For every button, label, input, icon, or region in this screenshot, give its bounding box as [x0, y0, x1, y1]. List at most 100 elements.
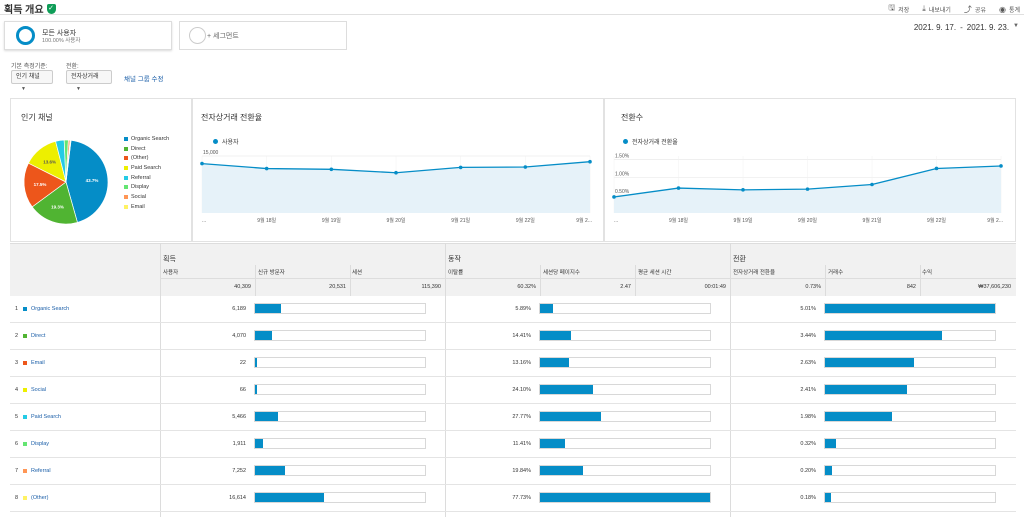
data-point[interactable] — [805, 187, 810, 191]
channel-link[interactable]: Display — [31, 441, 50, 447]
col-pages-per-session[interactable]: 세션당 페이지수 — [543, 270, 580, 276]
col-revenue[interactable]: 수익 — [922, 270, 933, 276]
share-button[interactable]: ⤴ 공유 — [964, 4, 986, 15]
top-channels-legend: Organic Search Direct (Other) Paid Search Re… — [124, 134, 169, 212]
date-range-picker[interactable]: 2021. 9. 17. - 2021. 9. 23. ▼ — [914, 23, 1019, 32]
channel-link[interactable]: Organic Search — [31, 306, 70, 312]
col-bounce-rate[interactable]: 이탈률 — [448, 270, 464, 276]
bar-fill — [255, 385, 257, 394]
col-avg-session-duration[interactable]: 평균 세션 시간 — [638, 270, 672, 276]
data-point[interactable] — [200, 161, 204, 166]
col-divider — [255, 265, 256, 296]
table-row: 8 (Other) 16,614 77.73% 0.18% — [10, 485, 1016, 512]
legend-item[interactable]: Paid Search — [124, 163, 169, 173]
segment-all-users[interactable]: 모든 사용자 100.00% 사용자 — [4, 21, 172, 50]
total-avg-duration: 00:01:49 — [704, 284, 726, 290]
channel-link[interactable]: (Other) — [31, 495, 49, 501]
table-row: 6 Display 1,911 11.41% 0.32% — [10, 431, 1016, 458]
cell-users: 66 — [239, 387, 246, 393]
row-divider — [10, 349, 1016, 350]
users-series-name: 사용자 — [222, 140, 239, 146]
pie-slice-organicsearch[interactable] — [65, 139, 109, 223]
data-point[interactable] — [329, 167, 334, 172]
data-point[interactable] — [870, 182, 874, 187]
add-segment-button[interactable]: + 세그먼트 — [179, 21, 347, 50]
pie-slice-email[interactable] — [65, 139, 72, 183]
legend-swatch — [124, 146, 128, 151]
table-row: 4 Social 66 24.10% 2.41% — [10, 377, 1016, 404]
pie-slice-other[interactable] — [23, 162, 67, 208]
legend-swatch — [124, 185, 128, 190]
bar-fill — [540, 493, 710, 502]
cell-ecr: 0.32% — [800, 441, 816, 447]
cell-users: 6,189 — [232, 306, 246, 312]
data-point[interactable] — [612, 195, 616, 199]
x-tick-label: 9월 22일 — [516, 217, 535, 224]
table-row: 3 Email 22 13.16% 2.63% — [10, 350, 1016, 377]
legend-item[interactable]: Email — [124, 202, 169, 212]
legend-label: Organic Search — [131, 135, 170, 142]
export-button[interactable]: ⤓ 내보내기 — [922, 4, 951, 14]
edit-channel-group-link[interactable]: 채널 그룹 수정 — [124, 76, 164, 83]
cell-ecr: 2.63% — [800, 360, 816, 366]
row-number: 1 — [15, 306, 19, 312]
col-divider — [825, 265, 826, 296]
row-divider — [10, 376, 1016, 377]
total-new-users: 20,531 — [329, 284, 346, 290]
bar-fill — [255, 412, 278, 421]
row-number: 4 — [15, 387, 19, 393]
data-point[interactable] — [523, 165, 528, 169]
total-users: 40,309 — [234, 284, 251, 290]
ecr-series-name: 전자상거래 전환율 — [632, 140, 678, 146]
bar-fill — [825, 439, 836, 448]
data-point[interactable] — [676, 186, 681, 190]
y-tick-label: 0.50% — [615, 189, 630, 195]
bar-track — [824, 303, 996, 314]
col-new-users[interactable]: 신규 방문자 — [258, 270, 285, 276]
legend-item[interactable]: Organic Search — [124, 134, 169, 144]
save-button[interactable]: 🖫 저장 — [888, 2, 909, 16]
channel-swatch — [23, 415, 27, 419]
pie-slice-direct[interactable] — [31, 181, 78, 225]
users-series-legend: 사용자 — [213, 137, 239, 146]
legend-swatch — [124, 175, 128, 180]
legend-item[interactable]: Referral — [124, 173, 169, 183]
bar-track — [254, 465, 426, 476]
bar-track — [254, 411, 426, 422]
legend-item[interactable]: Social — [124, 192, 169, 202]
insights-button[interactable]: ◉ 통계 — [999, 5, 1020, 14]
data-point[interactable] — [741, 188, 745, 192]
series-dot-icon — [213, 139, 218, 144]
data-point[interactable] — [999, 164, 1003, 168]
total-revenue: ₩37,606,230 — [978, 284, 1011, 290]
cell-ecr: 0.20% — [800, 468, 816, 474]
channel-link[interactable]: Direct — [31, 333, 46, 339]
legend-item[interactable]: (Other) — [124, 153, 169, 163]
ecommerce-rate-title: 전자상거래 전환율 — [201, 113, 263, 122]
x-tick-label: 9월 21일 — [451, 217, 470, 224]
conversion-select[interactable]: 전자상거래 ▼ — [66, 70, 112, 92]
channel-link[interactable]: Email — [31, 360, 45, 366]
top-channels-panel: 인기 채널 43.7% 19.3% 17.5% 13.6% Organic Searc… — [10, 98, 192, 242]
bar-fill — [540, 304, 553, 313]
bar-track — [539, 330, 711, 341]
data-point[interactable] — [394, 170, 398, 175]
data-point[interactable] — [458, 165, 463, 170]
legend-label: Email — [131, 203, 145, 210]
col-ecommerce-rate[interactable]: 전자상거래 전환율 — [733, 270, 776, 276]
data-point[interactable] — [588, 159, 592, 164]
col-users[interactable]: 사용자 — [163, 270, 179, 276]
x-tick-label: 9월 2... — [576, 217, 592, 224]
legend-item[interactable]: Direct — [124, 144, 169, 154]
col-transactions[interactable]: 거래수 — [828, 270, 844, 276]
data-point[interactable] — [934, 166, 939, 171]
bar-track — [824, 357, 996, 368]
legend-swatch — [124, 204, 128, 209]
legend-item[interactable]: Display — [124, 182, 169, 192]
base-dimension-select[interactable]: 인기 채널 ▼ — [11, 70, 53, 92]
channel-link[interactable]: Referral — [31, 468, 51, 474]
channel-link[interactable]: Paid Search — [31, 414, 61, 420]
channel-link[interactable]: Social — [31, 387, 46, 393]
data-point[interactable] — [264, 166, 269, 171]
col-sessions[interactable]: 세션 — [352, 270, 363, 276]
